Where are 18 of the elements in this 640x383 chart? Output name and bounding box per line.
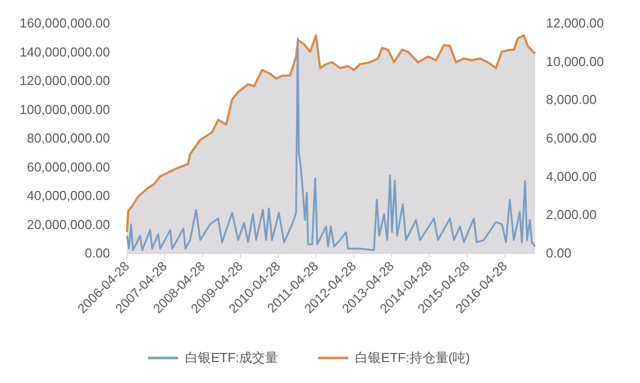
y-tick-label: 100,000,000.00 <box>20 102 110 117</box>
y2-tick-label: 6,000.00 <box>546 130 597 146</box>
y-tick-label: 160,000,000.00 <box>20 16 110 30</box>
y-tick-label: 40,000,000.00 <box>26 188 110 203</box>
y-tick-label: 60,000,000.00 <box>26 159 110 174</box>
y-tick-label: 140,000,000.00 <box>20 44 110 60</box>
y2-tick-label: 10,000.00 <box>546 54 604 69</box>
y-tick-label: 120,000,000.00 <box>20 73 110 88</box>
y-tick-label: 0.00 <box>84 246 110 260</box>
legend-label: 白银ETF:成交量 <box>185 350 278 365</box>
y2-tick-label: 2,000.00 <box>546 207 597 222</box>
y-tick-label: 20,000,000.00 <box>26 216 110 232</box>
y-tick-label: 80,000,000.00 <box>26 130 110 146</box>
y2-tick-label: 12,000.00 <box>546 16 604 30</box>
y2-tick-label: 4,000.00 <box>546 168 597 184</box>
y2-tick-label: 8,000.00 <box>546 92 597 108</box>
legend-label: 白银ETF:持仓量(吨) <box>355 350 470 365</box>
y2-tick-label: 0.00 <box>546 246 572 260</box>
